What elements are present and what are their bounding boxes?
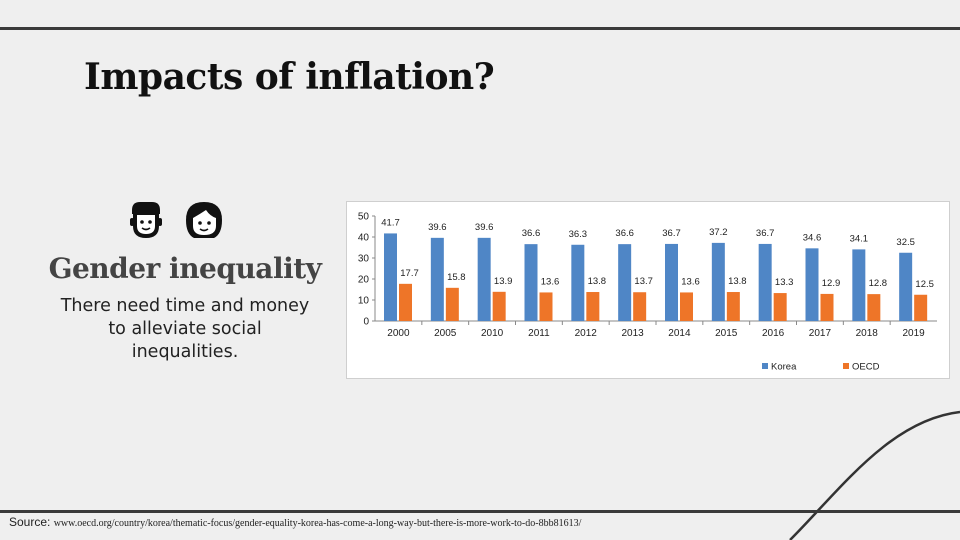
oecd-bar xyxy=(586,292,600,321)
oecd-bar xyxy=(773,293,787,321)
data-label: 36.6 xyxy=(615,228,634,239)
data-label: 13.8 xyxy=(728,276,747,287)
x-tick-label: 2005 xyxy=(434,328,457,339)
bottom-divider xyxy=(0,510,960,513)
data-label: 13.3 xyxy=(775,277,794,288)
oecd-bar xyxy=(820,293,834,321)
data-label: 34.1 xyxy=(850,233,869,244)
data-label: 39.6 xyxy=(428,222,447,233)
data-label: 36.7 xyxy=(662,228,681,239)
legend-label: Korea xyxy=(771,362,797,373)
oecd-bar xyxy=(399,283,412,321)
x-tick-label: 2017 xyxy=(809,328,832,339)
x-tick-label: 2018 xyxy=(856,328,879,339)
data-label: 15.8 xyxy=(447,272,466,283)
oecd-bar xyxy=(633,292,647,321)
body-text: There need time and money to alleviate s… xyxy=(60,296,310,362)
korea-bar xyxy=(571,244,585,321)
korea-bar xyxy=(852,249,866,321)
data-label: 13.8 xyxy=(588,276,607,287)
korea-bar xyxy=(758,243,772,321)
korea-bar xyxy=(899,252,913,321)
korea-bar xyxy=(665,243,678,321)
korea-bar xyxy=(711,242,725,321)
data-label: 36.6 xyxy=(522,228,541,239)
man-icon xyxy=(130,202,162,238)
data-label: 41.7 xyxy=(381,217,400,228)
source-citation: Source: www.oecd.org/country/korea/thema… xyxy=(9,515,581,529)
legend-swatch xyxy=(762,363,768,369)
chart-svg: 0 10 20 30 40 50 41.7 17.7 2000 39.6 15.8 2005 39.6 1… xyxy=(358,212,937,373)
x-tick-label: 2013 xyxy=(621,328,644,339)
data-label: 36.3 xyxy=(569,229,588,240)
y-tick-label: 50 xyxy=(358,212,370,223)
x-tick-label: 2012 xyxy=(575,328,598,339)
korea-bar xyxy=(618,244,632,321)
oecd-bar xyxy=(867,294,881,321)
korea-bar xyxy=(384,233,397,321)
x-tick-label: 2014 xyxy=(668,328,691,339)
bar-chart: 0 10 20 30 40 50 41.7 17.7 2000 39.6 15.8 2005 39.6 1… xyxy=(346,201,950,379)
data-label: 32.5 xyxy=(896,237,915,248)
data-label: 13.9 xyxy=(494,276,513,287)
data-label: 34.6 xyxy=(803,232,822,243)
korea-bar xyxy=(805,248,819,321)
korea-bar xyxy=(524,244,538,321)
oecd-bar xyxy=(492,291,506,321)
data-label: 13.7 xyxy=(634,276,653,287)
x-tick-label: 2016 xyxy=(762,328,785,339)
data-label: 12.5 xyxy=(915,279,934,290)
x-tick-label: 2015 xyxy=(715,328,738,339)
oecd-bar xyxy=(914,294,928,321)
x-tick-label: 2011 xyxy=(528,328,550,339)
data-label: 13.6 xyxy=(681,276,700,287)
slide-title: Impacts of inflation? xyxy=(84,56,495,98)
woman-icon xyxy=(186,202,222,238)
data-label: 39.6 xyxy=(475,222,494,233)
source-url[interactable]: www.oecd.org/country/korea/thematic-focu… xyxy=(53,518,582,529)
data-label: 17.7 xyxy=(400,268,419,279)
data-label: 37.2 xyxy=(709,227,728,238)
y-tick-label: 40 xyxy=(358,233,370,244)
data-label: 13.6 xyxy=(541,276,560,287)
data-label: 36.7 xyxy=(756,228,775,239)
y-tick-label: 30 xyxy=(358,254,370,265)
subheading: Gender inequality xyxy=(48,252,322,285)
source-label: Source: xyxy=(9,515,51,529)
x-tick-label: 2000 xyxy=(387,328,410,339)
gender-icons xyxy=(130,202,222,238)
oecd-bar xyxy=(680,292,693,321)
oecd-bar xyxy=(726,292,740,321)
data-label: 12.9 xyxy=(822,278,841,289)
y-tick-label: 0 xyxy=(363,317,369,328)
korea-bar xyxy=(430,237,444,321)
x-tick-label: 2019 xyxy=(902,328,925,339)
y-tick-label: 10 xyxy=(358,296,370,307)
legend-swatch xyxy=(843,363,849,369)
legend-label: OECD xyxy=(852,362,880,373)
data-label: 12.8 xyxy=(869,278,888,289)
korea-bar xyxy=(477,237,491,321)
top-divider xyxy=(0,27,960,30)
y-tick-label: 20 xyxy=(358,275,370,286)
oecd-bar xyxy=(539,292,553,321)
oecd-bar xyxy=(445,287,459,321)
x-tick-label: 2010 xyxy=(481,328,504,339)
